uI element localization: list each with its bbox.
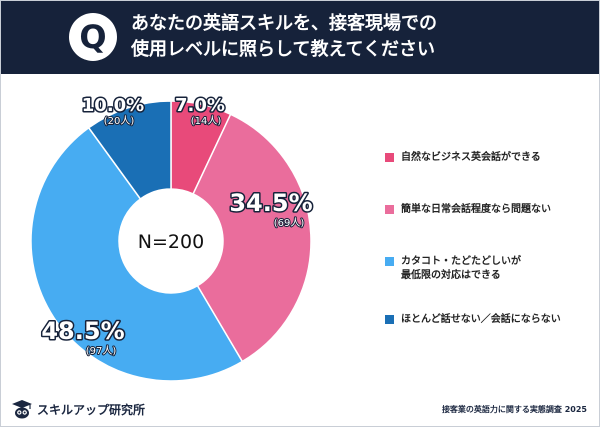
pie-slice-4 — [87, 100, 172, 200]
count-label: (20人) — [104, 115, 135, 127]
pie-slice-3 — [30, 126, 244, 382]
legend-label-line: 自然なビジネス英会話ができる — [401, 152, 541, 163]
legend-swatch — [385, 315, 394, 324]
data-label-1: 7.0%(14人) — [174, 94, 227, 129]
percent-label: 34.5% — [229, 189, 312, 217]
data-label-3: 48.5%(97人) — [40, 316, 126, 359]
graduation-cap-owl-icon — [12, 400, 32, 419]
percent-label: 7.0% — [175, 95, 225, 116]
survey-caption: 接客業の英語力に関する実態調査 2025 — [441, 405, 587, 414]
legend-label-line: 簡単な日常会話程度なら問題ない — [401, 204, 551, 215]
legend-label-line: 最低限の対応はできる — [401, 270, 501, 281]
data-label-4: 10.0%(20人) — [80, 94, 145, 129]
brand-name: スキルアップ研究所 — [37, 403, 146, 417]
question-title: あなたの英語スキルを、接客現場での 使用レベルに照らして教えてください — [131, 11, 571, 63]
legend-label-line: カタコト・たどたどしいが — [401, 256, 521, 267]
question-letter: Q — [79, 18, 107, 56]
count-label: (14人) — [191, 115, 222, 127]
legend-label: 自然なビジネス英会話ができる — [401, 151, 541, 165]
question-badge: Q — [69, 13, 117, 61]
legend-swatch — [385, 205, 394, 214]
pie-slice-2 — [192, 113, 312, 363]
question-title-line-2: 使用レベルに照らして教えてください — [131, 39, 436, 60]
legend-swatch — [385, 257, 394, 266]
legend-label: 簡単な日常会話程度なら問題ない — [401, 203, 551, 217]
percent-label: 48.5% — [41, 317, 124, 345]
legend-label: カタコト・たどたどしいが 最低限の対応はできる — [401, 255, 521, 283]
count-label: (97人) — [86, 345, 117, 357]
legend-label: ほとんど話せない／会話にならない — [401, 313, 561, 327]
header-bar: Q あなたの英語スキルを、接客現場での 使用レベルに照らして教えてください — [1, 1, 599, 74]
legend-label-line: ほとんど話せない／会話にならない — [401, 314, 561, 325]
percent-label: 10.0% — [82, 95, 144, 116]
question-title-line-1: あなたの英語スキルを、接客現場での — [131, 13, 437, 34]
center-label: N=200 — [138, 231, 204, 253]
legend-swatch — [385, 153, 394, 162]
data-label-2: 34.5%(69人) — [228, 188, 314, 231]
count-label: (69人) — [274, 217, 305, 229]
